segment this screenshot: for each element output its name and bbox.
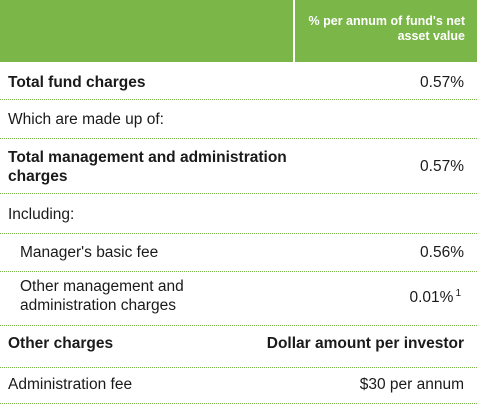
row-made-up-of: Which are made up of: bbox=[0, 100, 477, 139]
table-header: % per annum of fund's net asset value bbox=[0, 0, 477, 62]
row-managers-basic-fee: Manager's basic fee 0.56% bbox=[0, 234, 477, 272]
row-label: Including: bbox=[8, 206, 75, 223]
row-other-charges: Other charges Dollar amount per investor bbox=[0, 326, 477, 368]
row-value-text: 0.01% bbox=[409, 289, 454, 306]
row-including: Including: bbox=[0, 194, 477, 234]
row-value: 0.57% bbox=[420, 74, 464, 91]
row-label: Other management and administration char… bbox=[20, 278, 184, 314]
row-other-management-admin-charges: Other management and administration char… bbox=[0, 272, 477, 326]
row-label: Which are made up of: bbox=[8, 111, 164, 128]
header-left-cell bbox=[0, 0, 293, 62]
header-divider bbox=[293, 0, 295, 62]
row-value: $30 per annum bbox=[359, 376, 464, 393]
footnote-marker: 1 bbox=[455, 288, 461, 299]
row-value: 0.56% bbox=[420, 244, 464, 261]
row-label: Total management and administration char… bbox=[8, 149, 287, 185]
row-label: Other charges bbox=[8, 335, 114, 352]
row-administration-fee: Administration fee $30 per annum bbox=[0, 368, 477, 404]
row-value: 0.01% 1 bbox=[409, 288, 461, 309]
row-total-management-admin-charges: Total management and administration char… bbox=[0, 139, 477, 194]
row-total-fund-charges: Total fund charges 0.57% bbox=[0, 62, 477, 100]
row-value: 0.57% bbox=[420, 158, 464, 175]
header-column-title: % per annum of fund's net asset value bbox=[308, 14, 465, 43]
row-label: Administration fee bbox=[8, 376, 133, 393]
row-label: Manager's basic fee bbox=[20, 244, 159, 261]
row-value: Dollar amount per investor bbox=[266, 335, 464, 352]
row-label: Total fund charges bbox=[8, 74, 146, 91]
